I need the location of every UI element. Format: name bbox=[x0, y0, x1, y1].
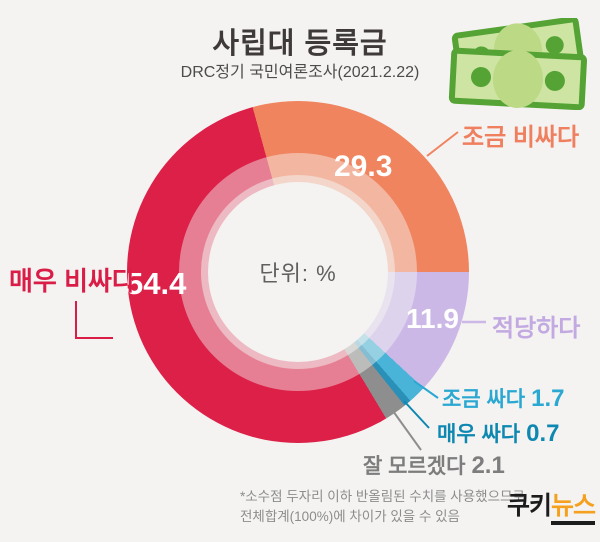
label-maeu-ssada: 매우 싸다 0.7 bbox=[437, 418, 560, 448]
value-jogeum-bissada: 29.3 bbox=[334, 150, 393, 183]
label-jogeum-ssada: 조금 싸다 1.7 bbox=[442, 383, 565, 413]
money-bills-icon bbox=[443, 16, 593, 115]
leader-moreugetda bbox=[392, 410, 422, 451]
front-bill bbox=[448, 47, 588, 111]
footnote-line2: 전체합계(100%)에 차이가 있을 수 있음 bbox=[240, 508, 460, 524]
kukinews-logo: 쿠키뉴스 bbox=[507, 486, 596, 525]
footnote-line1: *소수점 두자리 이하 반올림된 수치를 사용했으므로 bbox=[240, 489, 525, 504]
footnote: *소수점 두자리 이하 반올림된 수치를 사용했으므로 전체합계(100%)에 … bbox=[240, 487, 525, 526]
logo-part1: 쿠키 bbox=[507, 492, 552, 520]
label-jogeum-bissada: 조금 비싸다 bbox=[462, 124, 580, 151]
label-maeu-ssada-text: 매우 싸다 bbox=[437, 423, 521, 446]
leader-jogeum-bissada bbox=[426, 131, 459, 157]
label-maeu-bissada: 매우 비싸다 bbox=[9, 266, 136, 296]
leader-maeu-ssada bbox=[403, 400, 430, 429]
value-jeokdanghada: 11.9 bbox=[406, 303, 459, 334]
unit-label: 단위: % bbox=[259, 261, 337, 286]
page-title: 사립대 등록금 bbox=[212, 28, 388, 60]
label-moreugetda-text: 잘 모르겠다 bbox=[363, 455, 466, 478]
value-maeu-bissada: 54.4 bbox=[126, 266, 187, 301]
label-moreugetda: 잘 모르겠다 2.1 bbox=[363, 450, 505, 480]
value-jogeum-ssada: 1.7 bbox=[531, 385, 565, 412]
label-jogeum-ssada-text: 조금 싸다 bbox=[442, 388, 526, 411]
leader-maeu-bissada bbox=[75, 301, 113, 339]
donut-hole: 단위: % bbox=[208, 182, 388, 362]
label-jeokdanghada: 적당하다 bbox=[492, 315, 581, 342]
logo-part2: 뉴스 bbox=[551, 492, 596, 525]
page-subtitle: DRC정기 국민여론조사(2021.2.22) bbox=[180, 64, 420, 81]
value-moreugetda: 2.1 bbox=[471, 452, 505, 479]
donut-chart: 단위: % bbox=[127, 101, 469, 443]
value-maeu-ssada: 0.7 bbox=[526, 420, 560, 447]
